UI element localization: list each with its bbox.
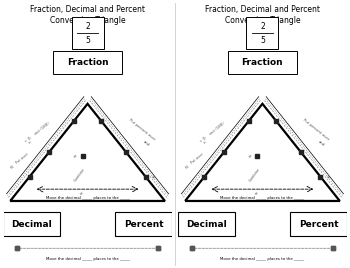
Text: 2: 2 [260, 22, 265, 31]
Text: and: and [317, 139, 326, 147]
Text: 2: 2 [85, 22, 90, 31]
Text: 5: 5 [260, 36, 265, 44]
Text: Move the decimal _____ places to the _____: Move the decimal _____ places to the ___… [46, 257, 130, 261]
FancyBboxPatch shape [72, 17, 104, 49]
Text: to: to [150, 175, 156, 180]
FancyBboxPatch shape [246, 17, 278, 49]
Text: or: or [248, 154, 253, 159]
Text: Percent: Percent [299, 220, 338, 229]
Text: and: and [142, 139, 150, 147]
Text: Decimal: Decimal [11, 220, 51, 229]
Text: to: to [325, 175, 331, 180]
Text: Put percent over: Put percent over [127, 118, 155, 142]
FancyBboxPatch shape [3, 212, 60, 236]
Text: N: N [184, 164, 189, 169]
Text: to: to [80, 190, 85, 196]
Text: ÷ D    out (180): ÷ D out (180) [24, 121, 50, 144]
Text: or: or [73, 154, 79, 159]
Text: Combine: Combine [248, 167, 261, 183]
Text: Fraction: Fraction [67, 58, 108, 67]
FancyBboxPatch shape [115, 212, 173, 236]
Text: Fraction, Decimal and Percent
Conversion Triangle: Fraction, Decimal and Percent Conversion… [205, 5, 320, 25]
Text: Fraction: Fraction [241, 58, 283, 67]
Text: Percent: Percent [124, 220, 164, 229]
FancyBboxPatch shape [228, 51, 297, 74]
Text: ÷ D    out (180): ÷ D out (180) [199, 121, 225, 144]
Text: Move the decimal _____ places to the _____: Move the decimal _____ places to the ___… [220, 257, 304, 261]
Text: Move the decimal _____ places to the _____: Move the decimal _____ places to the ___… [46, 196, 130, 200]
FancyBboxPatch shape [290, 212, 347, 236]
Text: Decimal: Decimal [186, 220, 226, 229]
Text: Put percent over: Put percent over [302, 118, 330, 142]
Text: to: to [255, 190, 260, 196]
Text: in: in [28, 139, 33, 144]
FancyBboxPatch shape [177, 212, 235, 236]
Text: in: in [203, 139, 208, 144]
Text: 5: 5 [85, 36, 90, 44]
Text: Fraction, Decimal and Percent
Conversion Triangle: Fraction, Decimal and Percent Conversion… [30, 5, 145, 25]
FancyBboxPatch shape [53, 51, 122, 74]
Text: Move the decimal _____ places to the _____: Move the decimal _____ places to the ___… [220, 196, 304, 200]
Text: Combine: Combine [74, 167, 86, 183]
Text: N: N [9, 164, 14, 169]
Text: Put over: Put over [15, 153, 29, 165]
Text: Put over: Put over [190, 153, 204, 165]
